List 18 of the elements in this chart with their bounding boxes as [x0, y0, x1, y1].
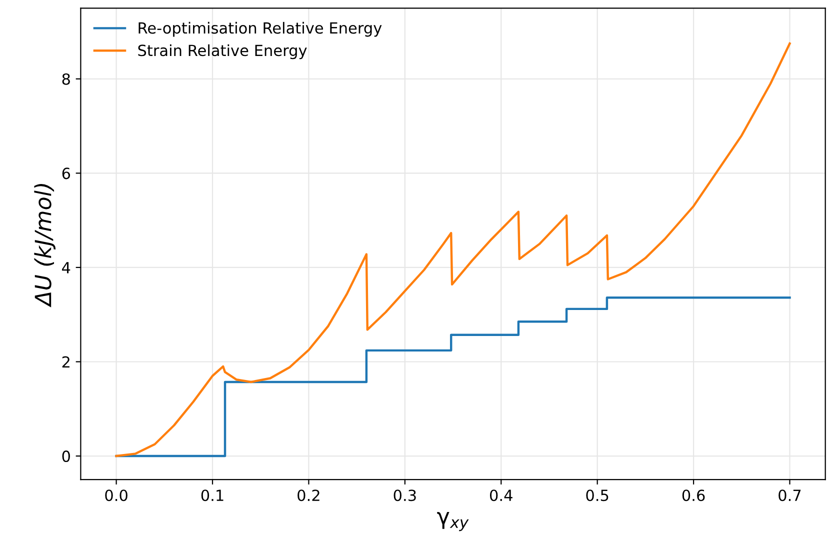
x-tick-label: 0.0: [105, 490, 128, 502]
x-tick-label: 0.6: [682, 490, 705, 502]
y-axis-title: ΔU (kJ/mol): [34, 184, 56, 308]
line-series: [115, 42, 791, 458]
y-tick-label: 0: [62, 450, 70, 462]
y-tick-label: 8: [62, 73, 70, 85]
y-tick-label: 6: [62, 168, 70, 180]
x-tick-label: 0.3: [394, 490, 416, 502]
y-tick-label: 2: [62, 356, 70, 368]
x-tick-label: 0.2: [298, 490, 320, 502]
legend-label: Re-optimisation Relative Energy: [138, 22, 382, 37]
x-axis-title: γ$_{xy}$: [437, 512, 469, 532]
y-tick-label: 4: [62, 262, 70, 274]
x-tick-label: 0.5: [586, 490, 608, 502]
x-tick-label: 0.4: [490, 490, 512, 502]
x-tick-label: 0.1: [201, 490, 224, 502]
legend-label: Strain Relative Energy: [138, 44, 307, 60]
x-tick-label: 0.7: [778, 490, 801, 502]
